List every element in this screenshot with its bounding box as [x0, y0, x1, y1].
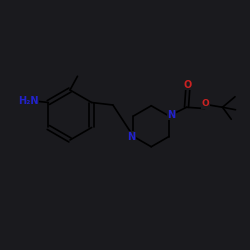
Text: H₂N: H₂N — [18, 96, 38, 106]
Text: N: N — [127, 132, 135, 141]
Text: O: O — [202, 100, 210, 108]
Text: N: N — [168, 110, 175, 120]
Text: O: O — [184, 80, 192, 90]
